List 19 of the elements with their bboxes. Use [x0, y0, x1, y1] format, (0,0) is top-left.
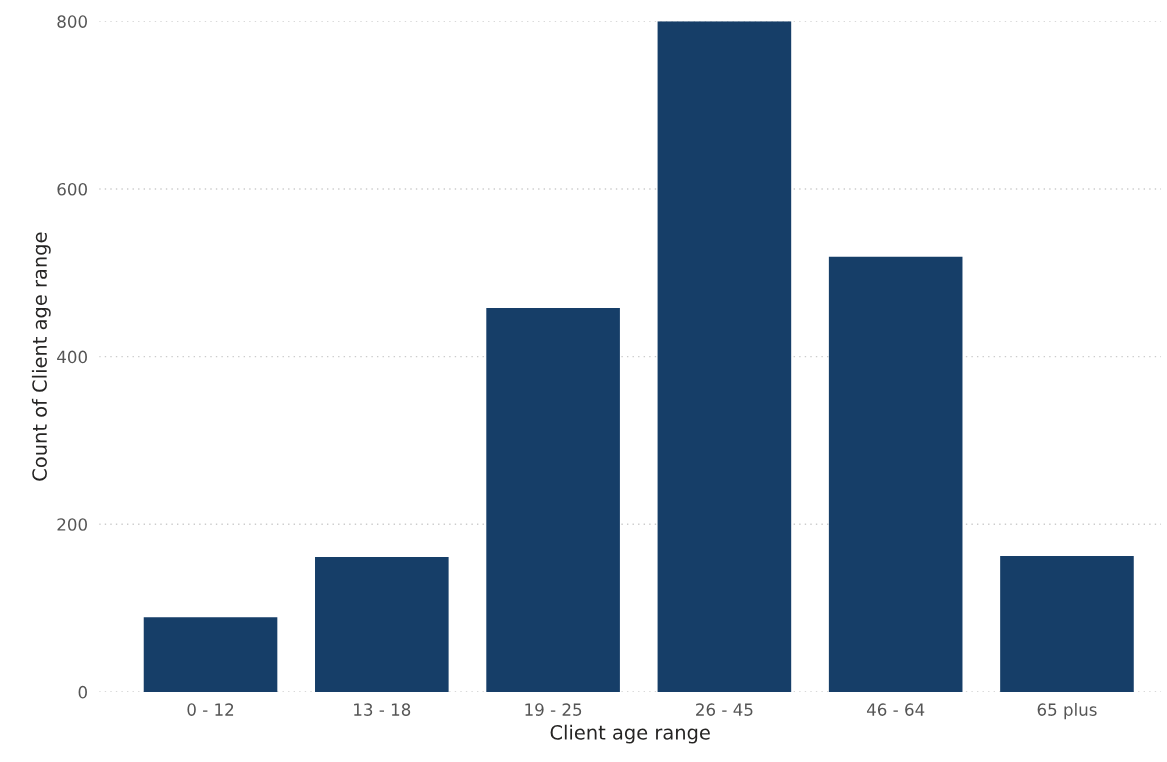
x-tick-label: 65 plus	[1037, 703, 1097, 720]
x-tick-label: 13 - 18	[354, 703, 411, 716]
x-tick-label: 46 - 64	[866, 703, 925, 716]
bar	[315, 556, 449, 692]
x-tick-label: 19 - 25	[525, 703, 582, 716]
bar	[486, 308, 620, 692]
x-axis-title: Client age range	[550, 724, 710, 744]
y-tick-label: 600	[57, 182, 87, 196]
y-tick-label: 400	[57, 350, 87, 364]
bar	[828, 256, 963, 692]
y-tick-label: 800	[57, 15, 87, 28]
x-tick-label: 26 - 45	[696, 703, 753, 716]
x-tick-label: 0 - 12	[187, 703, 234, 716]
y-axis-title: Count of Client age range	[31, 232, 51, 481]
bar	[657, 21, 792, 692]
y-tick-label: 0	[78, 685, 87, 699]
y-tick-label: 200	[57, 518, 87, 531]
bar	[143, 617, 278, 692]
bar	[1000, 556, 1134, 692]
